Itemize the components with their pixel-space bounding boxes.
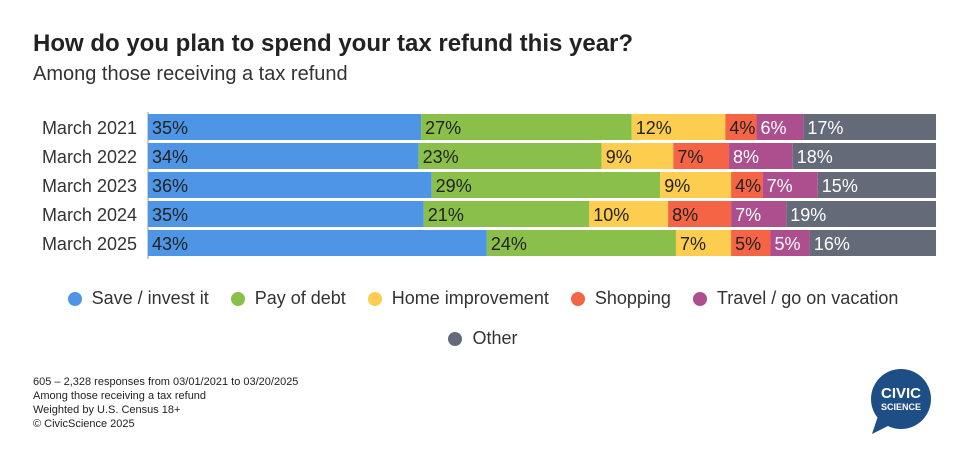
data-label: 35% [152, 118, 188, 138]
footnote-population: Among those receiving a tax refund [33, 390, 207, 402]
bar-segment [148, 230, 487, 256]
data-label: 24% [491, 234, 527, 254]
logo-circle [871, 369, 931, 429]
bar-segment [660, 172, 732, 198]
footnotes: 605 – 2,328 responses from 03/01/2021 to… [33, 375, 298, 431]
chart-title: How do you plan to spend your tax refund… [33, 30, 634, 57]
chart-subtitle: Among those receiving a tax refund [33, 63, 348, 85]
legend-row-1: Save / invest it Pay of debt Home improvem… [0, 288, 966, 309]
bar-segment [725, 114, 757, 140]
bar-segment [148, 201, 424, 227]
legend-label: Save / invest it [91, 288, 209, 308]
category-label: March 2024 [42, 205, 137, 225]
data-label: 7% [680, 234, 706, 254]
bar-segment [792, 143, 936, 169]
legend-dot-icon [448, 331, 463, 346]
bar-segment [817, 172, 936, 198]
bar-segment [673, 143, 730, 169]
bar-segment [762, 172, 818, 198]
legend-label: Home improvement [391, 288, 549, 308]
data-label: 4% [729, 118, 755, 138]
bar-segment [786, 201, 936, 227]
data-label: 18% [797, 147, 833, 167]
data-label: 36% [152, 176, 188, 196]
data-label: 21% [428, 205, 464, 225]
data-label: 8% [672, 205, 698, 225]
bar-segment [148, 172, 432, 198]
legend-dot-icon [67, 291, 82, 306]
data-label: 12% [636, 118, 672, 138]
bar-segment [148, 114, 422, 140]
legend-item: Pay of debt [230, 288, 346, 309]
legend-label: Pay of debt [254, 288, 346, 308]
logo-text-science: SCIENCE [881, 402, 921, 412]
category-label: March 2022 [42, 147, 137, 167]
bar-segment [431, 172, 661, 198]
bar-segment [589, 201, 669, 227]
category-label: March 2025 [42, 234, 137, 254]
category-label: March 2023 [42, 176, 137, 196]
data-label: 15% [822, 176, 858, 196]
data-label: 4% [735, 176, 761, 196]
data-label: 6% [761, 118, 787, 138]
legend-item: Other [448, 328, 518, 349]
data-label: 43% [152, 234, 188, 254]
data-label: 5% [775, 234, 801, 254]
footnote-responses: 605 – 2,328 responses from 03/01/2021 to… [33, 376, 299, 388]
legend-dot-icon [692, 291, 707, 306]
footnote-weighting: Weighted by U.S. Census 18+ [33, 404, 181, 416]
bar-segment [421, 114, 632, 140]
bar-segment [809, 230, 936, 256]
category-label: March 2021 [42, 118, 137, 138]
bar-segment [423, 201, 590, 227]
bar-segment [731, 201, 787, 227]
legend-item: Travel / go on vacation [692, 288, 899, 309]
logo-text-civic: CIVIC [881, 385, 921, 402]
bar-segment [668, 201, 732, 227]
data-label: 17% [807, 118, 843, 138]
bar-segment [770, 230, 810, 256]
data-label: 7% [735, 205, 761, 225]
data-label: 34% [152, 147, 188, 167]
data-label: 7% [677, 147, 703, 167]
bar-segment [418, 143, 602, 169]
bar-segment [631, 114, 726, 140]
legend-label: Travel / go on vacation [716, 288, 899, 308]
stacked-bar-chart: March 2021 35% 27% 12% 4% 6% 17% March 2022 34% 2… [42, 112, 936, 259]
data-label: 19% [790, 205, 826, 225]
bar-segment [148, 143, 419, 169]
legend-dot-icon [230, 291, 245, 306]
data-label: 29% [436, 176, 472, 196]
legend-item: Save / invest it [67, 288, 209, 309]
data-label: 8% [733, 147, 759, 167]
civicscience-logo: CIVIC SCIENCE [871, 369, 931, 434]
data-label: 27% [425, 118, 461, 138]
legend-item: Shopping [570, 288, 671, 309]
data-label: 9% [664, 176, 690, 196]
logo-speech-tail [872, 416, 892, 434]
data-label: 7% [767, 176, 793, 196]
data-label: 10% [593, 205, 629, 225]
data-label: 16% [814, 234, 850, 254]
data-label: 9% [606, 147, 632, 167]
bar-segment [731, 172, 763, 198]
legend-row-2: Other [0, 328, 966, 349]
legend-label: Shopping [594, 288, 671, 308]
data-label: 35% [152, 205, 188, 225]
bar-segment [675, 230, 732, 256]
legend-dot-icon [570, 291, 585, 306]
bar-segment [601, 143, 674, 169]
legend-item: Home improvement [367, 288, 549, 309]
bar-segment [803, 114, 936, 140]
legend-dot-icon [367, 291, 382, 306]
bar-segment [729, 143, 793, 169]
legend-label: Other [472, 328, 518, 348]
bar-segment [486, 230, 676, 256]
bar-segment [731, 230, 771, 256]
footnote-copyright: © CivicScience 2025 [33, 418, 135, 430]
data-label: 23% [423, 147, 459, 167]
data-label: 5% [735, 234, 761, 254]
bar-segment [756, 114, 804, 140]
